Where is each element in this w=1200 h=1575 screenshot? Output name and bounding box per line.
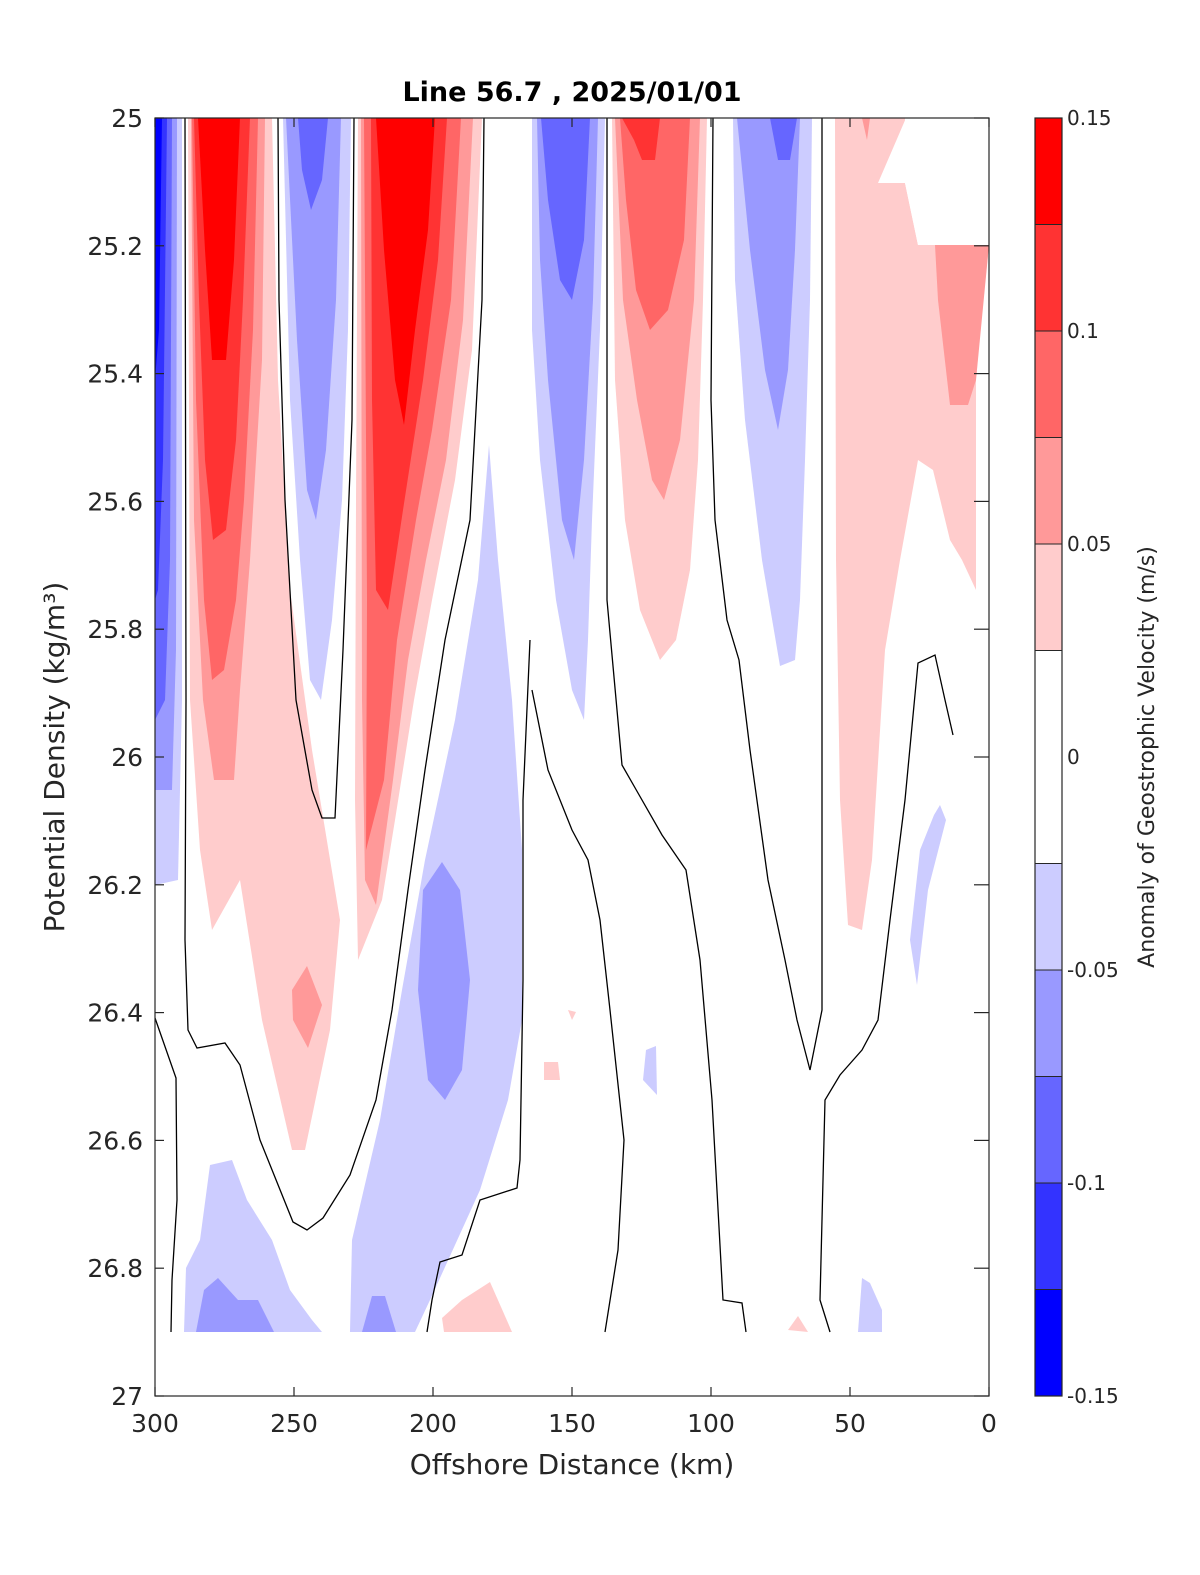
x-tick-label: 50	[834, 1409, 866, 1438]
contour-region-deep-negative	[350, 445, 522, 1332]
colorbar-swatch	[1035, 650, 1062, 864]
y-tick-label: 26.8	[87, 1254, 143, 1283]
colorbar-tick-label: 0.15	[1067, 106, 1112, 130]
colorbar-swatch	[1035, 1183, 1062, 1290]
y-tick-label: 25.4	[87, 360, 143, 389]
contour-region-positive-120	[442, 118, 808, 1332]
y-tick-label: 26.2	[87, 871, 143, 900]
no-data-corner	[878, 118, 989, 245]
colorbar-swatch	[1035, 863, 1062, 970]
colorbar-tick-label: 0	[1067, 745, 1080, 769]
y-tick-label: 26	[111, 743, 143, 772]
x-tick-label: 250	[270, 1409, 318, 1438]
colorbar-tick-label: 0.1	[1067, 319, 1099, 343]
x-axis: 300 250 200 150 100 50 0	[131, 118, 997, 1438]
colorbar-tick-label: -0.15	[1067, 1384, 1119, 1408]
colorbar-swatch	[1035, 224, 1062, 331]
y-tick-label: 27	[111, 1382, 143, 1411]
contour-region-positive-210	[355, 118, 482, 960]
y-tick-label: 25	[111, 104, 143, 133]
y-axis: 25 25.2 25.4 25.6 25.8 26 26.2 26.4 26.6 26.8 27	[87, 104, 989, 1411]
colorbar-swatch	[1035, 1289, 1062, 1396]
colorbar-frame	[1034, 117, 1063, 1397]
x-axis-label: Offshore Distance (km)	[410, 1448, 735, 1481]
colorbar-swatch	[1035, 1076, 1062, 1183]
contour-region-negative-80	[733, 118, 812, 666]
colorbar-swatch	[1035, 970, 1062, 1077]
y-tick-label: 25.6	[87, 487, 143, 516]
x-tick-label: 300	[131, 1409, 179, 1438]
contour-region-deep-negative-west	[184, 1160, 322, 1332]
x-tick-label: 150	[548, 1409, 596, 1438]
zero-contour-lines	[155, 118, 954, 1333]
x-tick-label: 100	[687, 1409, 735, 1438]
colorbar-tick-label: -0.05	[1067, 958, 1119, 982]
contour-region-positive-280	[188, 118, 340, 1150]
y-axis-label: Potential Density (kg/m³)	[38, 582, 71, 933]
contour-region-coastal-negative	[155, 118, 182, 885]
plot-area	[155, 118, 989, 1396]
colorbar-swatch	[1035, 544, 1062, 651]
colorbar-swatch	[1035, 437, 1062, 544]
colorbar: 0.15 0.1 0.05 0 -0.05 -0.1 -0.15	[1034, 106, 1119, 1408]
colorbar-swatch	[1035, 331, 1062, 438]
colorbar-tick-label: 0.05	[1067, 532, 1112, 556]
contour-region-positive-shelf	[835, 118, 989, 1332]
x-tick-label: 200	[409, 1409, 457, 1438]
colorbar-label: Anomaly of Geostrophic Velocity (m/s)	[1135, 546, 1160, 968]
no-data-region	[155, 1332, 989, 1396]
y-tick-label: 26.4	[87, 999, 143, 1028]
chart-title: Line 56.7 , 2025/01/01	[402, 77, 741, 108]
contour-region-negative-150	[532, 118, 657, 1095]
plot-frame: 300 250 200 150 100 50 0 2525.225.425.625.8262…	[87, 104, 997, 1438]
contour-region-negative-245	[283, 118, 351, 700]
y-tick-label: 25.2	[87, 232, 143, 261]
x-tick-label: 0	[981, 1409, 997, 1438]
colorbar-swatch	[1035, 118, 1062, 225]
y-tick-label: 25.8	[87, 615, 143, 644]
colorbar-tick-label: -0.1	[1067, 1171, 1106, 1195]
y-tick-label: 26.6	[87, 1126, 143, 1155]
